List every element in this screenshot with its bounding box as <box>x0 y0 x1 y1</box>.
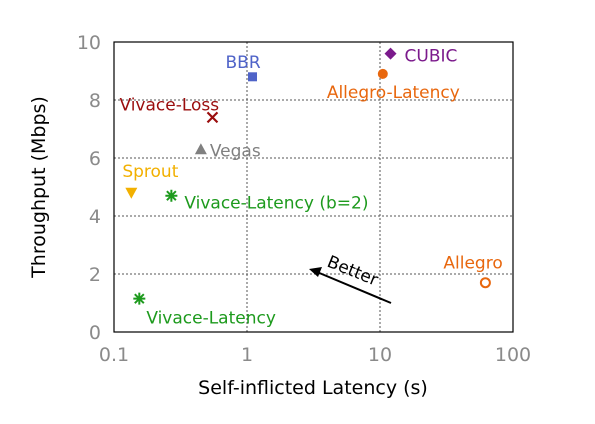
y-tick-label: 0 <box>89 322 101 344</box>
data-point <box>384 47 397 60</box>
y-tick-label: 4 <box>89 206 101 228</box>
point-label: Vivace-Latency <box>146 309 276 329</box>
data-points <box>125 47 491 305</box>
data-point <box>133 292 146 305</box>
x-tick-label: 0.1 <box>99 344 129 366</box>
y-tick-label: 10 <box>77 32 101 54</box>
y-tick-label: 6 <box>89 148 101 170</box>
y-axis-title: Throughput (Mbps) <box>28 96 50 279</box>
x-tick-label: 100 <box>495 344 531 366</box>
data-point <box>248 72 258 82</box>
better-arrow-head <box>309 267 322 277</box>
x-tick-label: 1 <box>241 344 253 366</box>
better-label: Better <box>324 252 381 290</box>
point-label: CUBIC <box>405 47 458 67</box>
x-tick-label: 10 <box>368 344 392 366</box>
data-point <box>206 111 219 124</box>
data-point <box>165 189 178 202</box>
point-label: BBR <box>226 53 261 73</box>
point-label: Vivace-Latency (b=2) <box>184 194 368 214</box>
data-point <box>479 277 491 289</box>
better-annotation: Better <box>309 252 392 304</box>
data-point <box>125 187 138 199</box>
point-label: Vivace-Loss <box>119 95 219 115</box>
point-label: Allegro-Latency <box>327 83 460 103</box>
grid-lines <box>114 42 513 332</box>
point-label: Sprout <box>122 162 178 182</box>
better-arrow-shaft <box>316 271 392 304</box>
data-point <box>194 143 207 155</box>
tick-labels: 0.1 1 10 100 0 2 4 6 8 10 <box>77 32 531 366</box>
y-tick-label: 8 <box>89 90 101 112</box>
plot-frame <box>113 41 514 333</box>
data-point <box>377 68 388 79</box>
point-labels: BBR CUBIC Allegro-Latency Vivace-Loss Vegas S… <box>119 47 502 329</box>
x-axis-title: Self-inflicted Latency (s) <box>198 377 428 399</box>
y-tick-label: 2 <box>89 264 101 286</box>
point-label: Vegas <box>210 141 261 161</box>
point-label: Allegro <box>443 254 502 274</box>
